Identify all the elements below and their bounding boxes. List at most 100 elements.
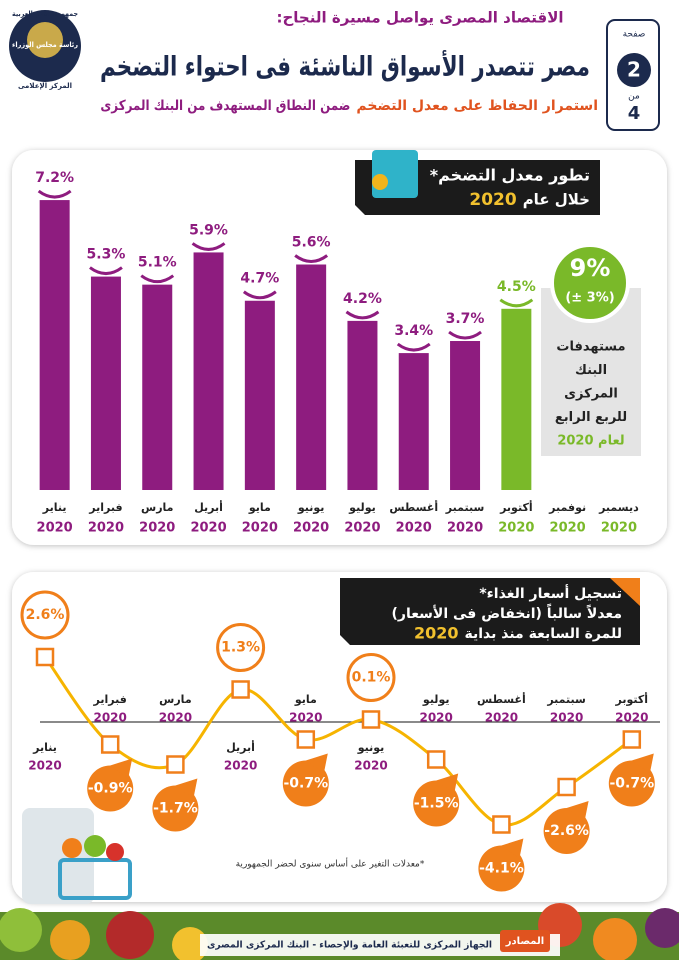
value-label: 4.5% bbox=[497, 279, 536, 295]
label-badge-tail bbox=[305, 753, 328, 774]
value-label: 3.4% bbox=[394, 323, 433, 339]
label-hook bbox=[242, 290, 277, 300]
label-badge bbox=[282, 760, 329, 807]
x-tick-year: 2020 bbox=[550, 711, 583, 725]
target-range: (± 3%) bbox=[565, 291, 614, 306]
x-tick-label: مايو bbox=[248, 501, 271, 514]
x-tick-label: أبريل bbox=[226, 740, 255, 754]
marker bbox=[361, 710, 381, 729]
x-tick-label: فبراير bbox=[93, 693, 127, 706]
label-hook bbox=[37, 189, 72, 199]
target-text: مستهدفات bbox=[556, 340, 625, 355]
x-tick-label: مارس bbox=[141, 501, 173, 514]
x-tick-label: يوليو bbox=[422, 693, 450, 706]
x-tick-label: سبتمبر bbox=[445, 501, 485, 514]
label-hook bbox=[345, 310, 380, 320]
cart-item bbox=[62, 838, 82, 858]
value-label: 1.3% bbox=[221, 640, 260, 656]
value-label: -0.7% bbox=[283, 776, 328, 792]
bar bbox=[90, 276, 121, 490]
title-icon bbox=[372, 150, 418, 198]
x-tick-label: يوليو bbox=[348, 501, 376, 514]
x-tick-year: 2020 bbox=[615, 711, 648, 725]
x-tick-label: أغسطس bbox=[389, 500, 438, 514]
value-label: 5.3% bbox=[87, 247, 126, 263]
value-label: -1.7% bbox=[153, 801, 198, 817]
veg bbox=[106, 911, 154, 959]
x-tick-year: 2020 bbox=[485, 711, 518, 725]
x-tick-year: 2020 bbox=[344, 521, 380, 536]
label-badge-tail bbox=[175, 778, 198, 799]
subtitle-part2: ضمن النطاق المستهدف من البنك المركزى bbox=[100, 98, 350, 114]
bar bbox=[296, 264, 327, 490]
chart-title: معدلاً سالباً (انخفاض فى الأسعار) bbox=[392, 603, 622, 622]
cart-item bbox=[84, 835, 106, 857]
cart-illustration bbox=[58, 858, 132, 900]
bar bbox=[142, 284, 173, 490]
x-tick-year: 2020 bbox=[498, 521, 534, 536]
veg bbox=[172, 927, 208, 960]
x-tick-year: 2020 bbox=[190, 521, 226, 536]
x-tick-label: ديسمبر bbox=[598, 501, 639, 514]
kicker: الاقتصاد المصرى يواصل مسيرة النجاح: bbox=[276, 9, 563, 27]
logo-emblem bbox=[27, 22, 63, 58]
marker bbox=[166, 755, 185, 774]
x-tick-year: 2020 bbox=[550, 521, 586, 536]
bar bbox=[398, 353, 429, 490]
x-tick-label: يونيو bbox=[297, 501, 325, 514]
subtitle-part1: استمرار الحفاظ على معدل التضخم bbox=[356, 98, 598, 114]
bar bbox=[244, 300, 275, 490]
label-badge bbox=[413, 780, 460, 827]
label-hook bbox=[89, 266, 123, 276]
value-label: -0.9% bbox=[88, 781, 133, 797]
target-value: 9% bbox=[570, 254, 611, 282]
value-label: -4.1% bbox=[479, 861, 524, 877]
page-total: 4 bbox=[628, 103, 641, 124]
label-badge-tail bbox=[631, 753, 654, 774]
x-tick-year: 2020 bbox=[419, 711, 452, 725]
marker bbox=[622, 730, 642, 749]
label-badge bbox=[152, 785, 199, 832]
value-label: -0.7% bbox=[609, 776, 654, 792]
label-badge bbox=[20, 590, 70, 640]
x-tick-year: 2020 bbox=[354, 759, 387, 773]
value-label: 5.1% bbox=[138, 255, 177, 271]
x-tick-label: أكتوبر bbox=[615, 692, 649, 706]
value-label: 3.7% bbox=[446, 311, 485, 327]
footnote: *معدلات التغير على أساس سنوى لحضر الجمهو… bbox=[236, 858, 425, 870]
logo-text: المركز الإعلامى bbox=[18, 82, 72, 90]
value-label: 2.6% bbox=[26, 607, 65, 623]
line-title-box bbox=[340, 578, 640, 645]
label-badge bbox=[543, 808, 590, 854]
x-tick-year: 2020 bbox=[224, 759, 257, 773]
label-badge bbox=[216, 623, 266, 672]
label-hook bbox=[499, 298, 534, 308]
marker bbox=[426, 750, 446, 769]
main-title: مصر تتصدر الأسواق الناشئة فى احتواء التض… bbox=[100, 50, 590, 83]
label-hook bbox=[396, 342, 431, 352]
page-word: صفحة bbox=[623, 30, 646, 40]
logo-text: رئاسة مجلس الوزراء bbox=[12, 41, 78, 49]
x-tick-label: يناير bbox=[32, 741, 57, 754]
value-label: -2.6% bbox=[544, 823, 589, 839]
label-badge-tail bbox=[501, 838, 524, 859]
x-tick-label: سبتمبر bbox=[546, 693, 586, 706]
sources-label: المصادر bbox=[505, 936, 544, 947]
target-text: البنك bbox=[575, 363, 607, 378]
x-tick-year: 2020 bbox=[88, 521, 124, 536]
bar bbox=[193, 252, 224, 490]
x-tick-year: 2020 bbox=[601, 521, 637, 536]
value-label: 4.2% bbox=[343, 291, 382, 307]
label-hook bbox=[294, 254, 329, 264]
line bbox=[43, 656, 633, 827]
page-number: 2 bbox=[627, 58, 641, 82]
label-badge-tail bbox=[436, 773, 459, 794]
x-tick-year: 2020 bbox=[289, 711, 322, 725]
x-tick-label: مايو bbox=[294, 693, 317, 706]
of-word: من bbox=[628, 92, 640, 102]
label-hook bbox=[191, 242, 226, 251]
x-tick-year: 2020 bbox=[93, 711, 126, 725]
bar bbox=[39, 200, 70, 490]
x-tick-label: فبراير bbox=[88, 501, 122, 514]
